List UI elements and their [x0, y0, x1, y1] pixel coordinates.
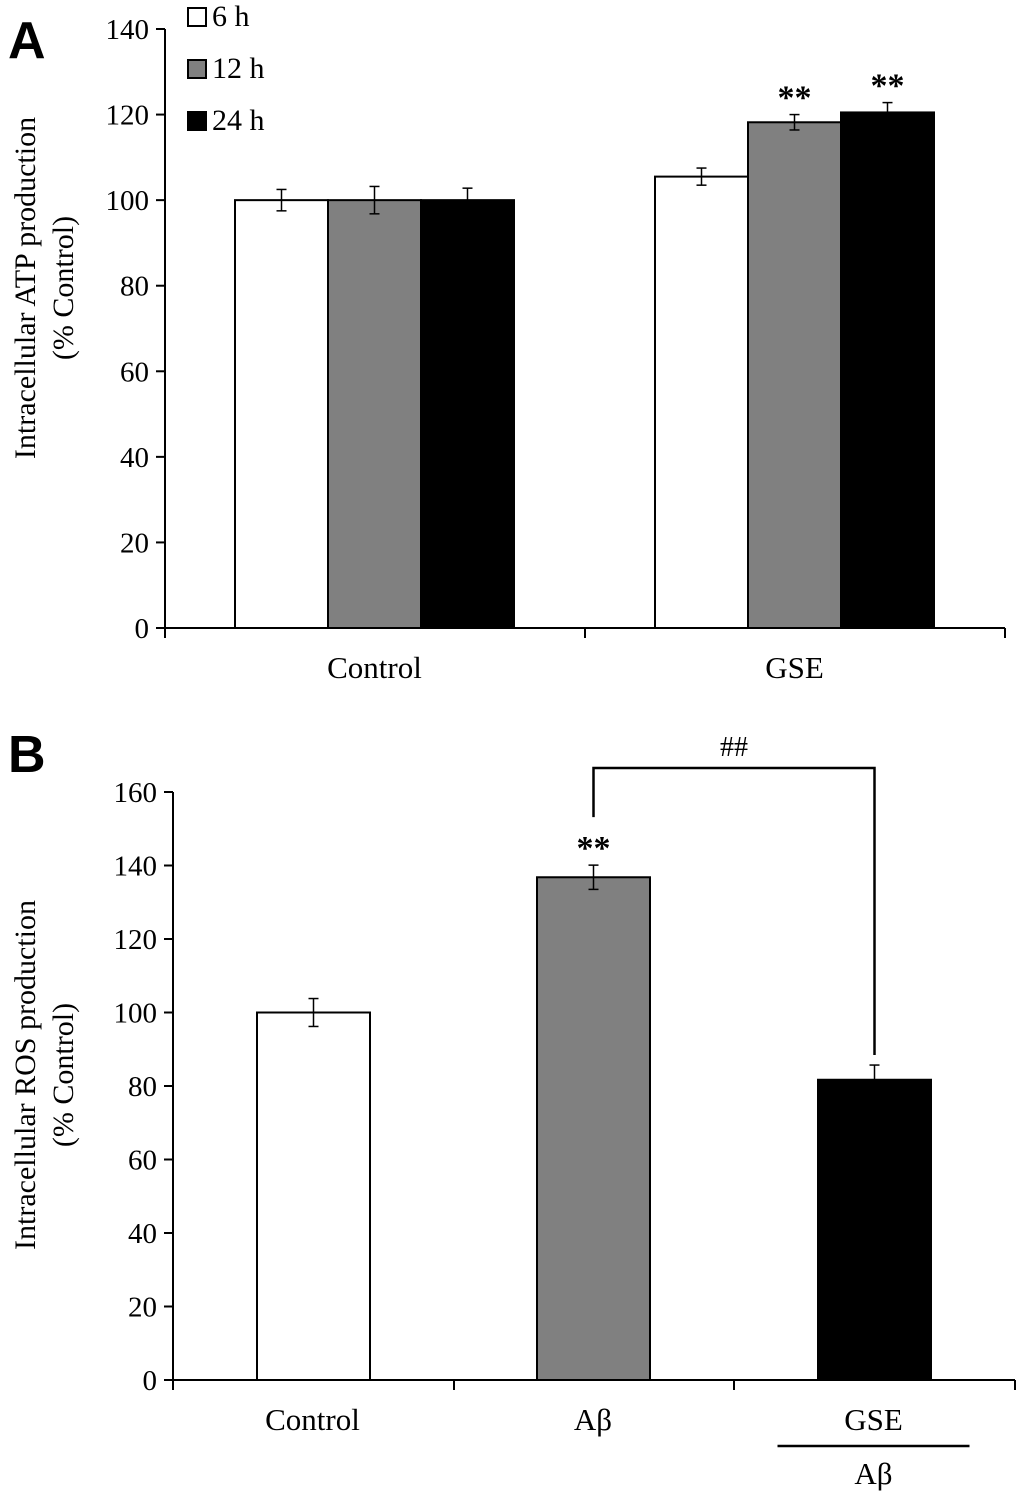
panel-a-y-tick-label: 40 — [120, 442, 149, 474]
panel-b-letter: B — [8, 726, 46, 784]
panel-a-significance-marker: ** — [778, 80, 812, 117]
y-axis-label-line: (% Control) — [47, 1003, 80, 1147]
panel-a-legend: 6 h 12 h 24 h — [187, 0, 265, 137]
panel-b-category-label: GSE — [844, 1402, 903, 1437]
panel-b-bars: Control ** Aβ GSE Aβ — [256, 830, 970, 1491]
panel-a-legend-swatch — [187, 7, 207, 27]
panel-b-y-tick-label: 160 — [114, 777, 158, 809]
panel-b-category-sublabel: Aβ — [854, 1456, 892, 1491]
y-axis-label-line: Intracellular ROS production — [9, 900, 42, 1250]
panel-a-y-tick-label: 60 — [120, 356, 149, 388]
panel-a-category-label: GSE — [765, 650, 824, 685]
panel-a-y-tick-label: 20 — [120, 527, 149, 559]
panel-a-y-tick-label: 80 — [120, 271, 149, 303]
panel-b-category-label: Aβ — [574, 1402, 612, 1437]
panel-b-significance-marker: ** — [577, 830, 611, 867]
panel-a-y-tick-label: 100 — [106, 185, 150, 217]
panel-b-bracket-line — [592, 766, 876, 1056]
panel-b-y-tick-label: 80 — [128, 1071, 157, 1103]
y-axis-label-line: (% Control) — [47, 216, 80, 360]
panel-b-y-tick-label: 120 — [114, 924, 158, 956]
panel-b-significance-bracket: ## — [592, 732, 876, 1056]
panel-a-bar — [747, 121, 842, 629]
panel-a-chart: A Intracellular ATP production (% Control… — [8, 0, 1006, 685]
panel-b-chart: B Intracellular ROS production (% Control… — [8, 726, 1016, 1491]
panel-a-bars: Control ** ** GSE — [234, 68, 935, 685]
panel-a-y-tick-label: 120 — [106, 100, 150, 132]
panel-a-category-label: Control — [327, 650, 422, 685]
panel-a-legend-swatch — [187, 111, 207, 131]
panel-a-y-tick-label: 140 — [106, 14, 150, 46]
panel-a-legend-label: 24 h — [212, 104, 265, 137]
panel-b-category-label: Control — [265, 1402, 360, 1437]
panel-a-bar — [234, 199, 329, 629]
panel-a-y-axis-label: Intracellular ATP production (% Control) — [9, 117, 80, 459]
panel-b-bar — [256, 1011, 371, 1381]
panel-b-bar — [536, 876, 651, 1381]
panel-b-y-tick-label: 60 — [128, 1145, 157, 1177]
panel-a-bar — [327, 199, 422, 629]
panel-b-y-tick-label: 140 — [114, 851, 158, 883]
panel-a-legend-label: 12 h — [212, 52, 265, 85]
y-axis-label-line: Intracellular ATP production — [9, 117, 42, 459]
panel-a-bar — [654, 175, 749, 629]
panel-b-y-tick-label: 0 — [143, 1365, 158, 1397]
panel-a-bar — [840, 111, 935, 630]
panel-b-y-tick-label: 20 — [128, 1292, 157, 1324]
panel-a-significance-marker: ** — [871, 68, 905, 105]
panel-b-y-tick-label: 100 — [114, 998, 158, 1030]
panel-b-bracket-label: ## — [720, 732, 748, 763]
panel-a-bar — [420, 199, 515, 629]
panel-b-y-axis-label: Intracellular ROS production (% Control) — [9, 900, 80, 1250]
panel-b-bar — [817, 1078, 932, 1381]
panel-b-y-tick-label: 40 — [128, 1218, 157, 1250]
panel-a-letter: A — [8, 12, 46, 70]
panel-a-legend-label: 6 h — [212, 0, 250, 33]
panel-a-legend-swatch — [187, 59, 207, 79]
panel-a-y-tick-label: 0 — [135, 613, 150, 645]
